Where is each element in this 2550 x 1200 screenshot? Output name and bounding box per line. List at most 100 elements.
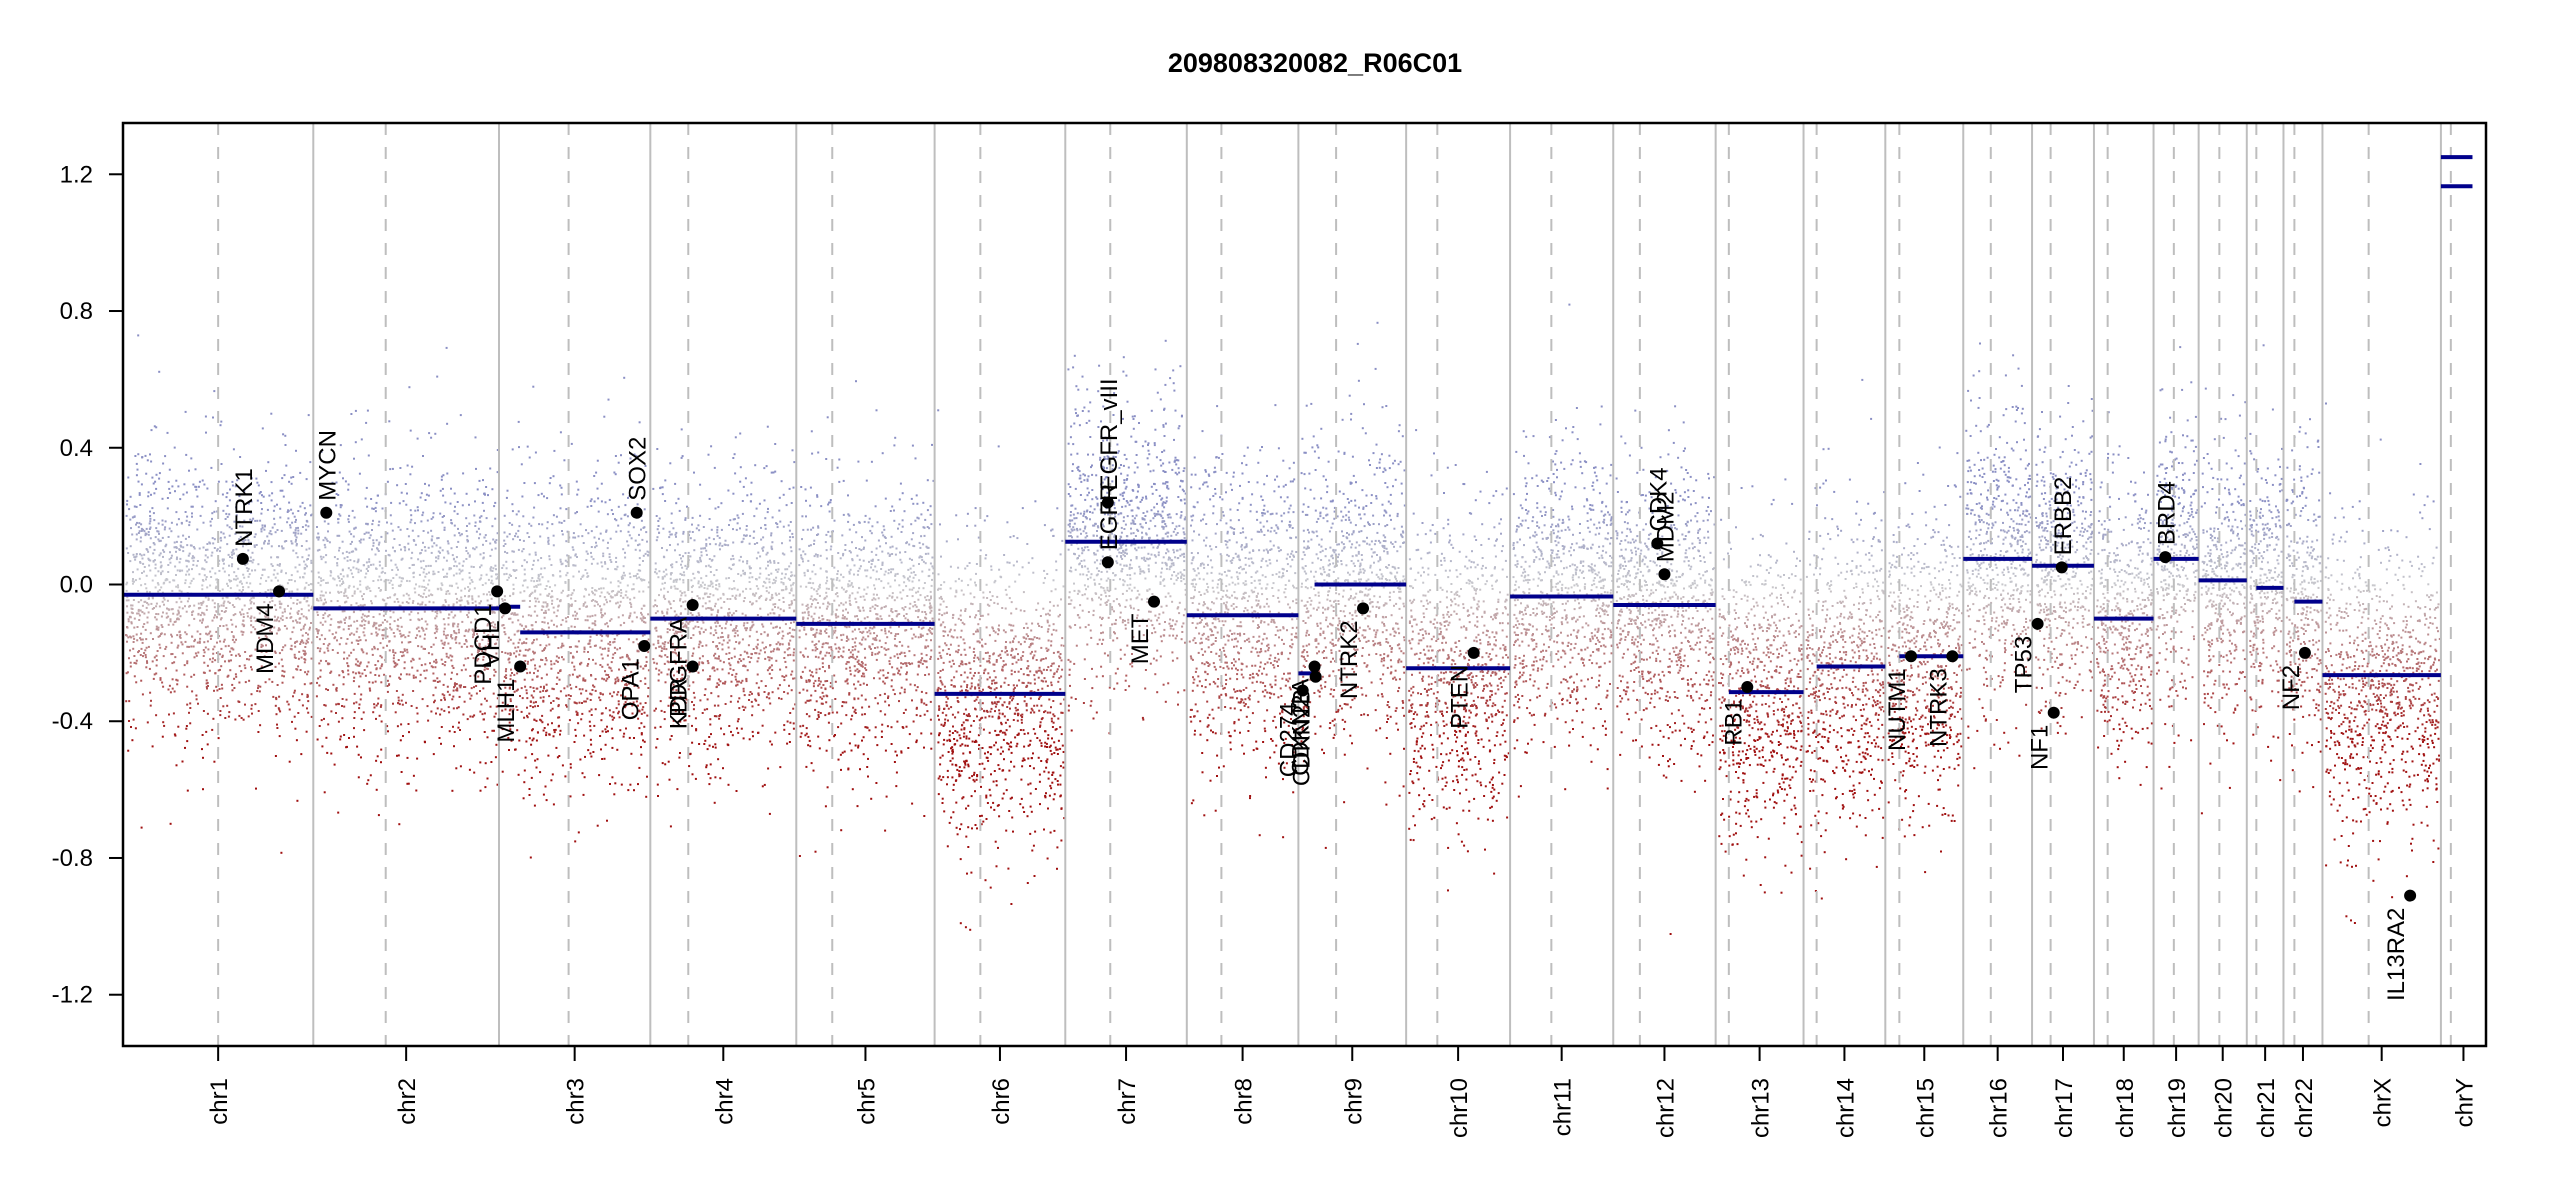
- probe-point: [222, 602, 225, 605]
- probe-point: [346, 575, 349, 578]
- probe-point: [775, 576, 778, 579]
- probe-point: [523, 641, 525, 644]
- probe-point: [660, 636, 663, 639]
- probe-point: [236, 554, 239, 557]
- probe-point: [234, 532, 237, 535]
- probe-point: [461, 578, 464, 581]
- probe-point: [504, 686, 507, 689]
- probe-point: [748, 661, 751, 664]
- probe-point: [705, 549, 708, 552]
- probe-point: [370, 600, 373, 603]
- probe-point: [626, 540, 629, 543]
- probe-point: [278, 564, 281, 567]
- probe-point: [395, 573, 398, 576]
- probe-point: [410, 514, 413, 517]
- probe-point: [779, 626, 781, 629]
- probe-point: [456, 689, 459, 692]
- probe-point: [628, 534, 631, 537]
- probe-point: [328, 629, 331, 632]
- probe-point: [632, 663, 635, 666]
- probe-point: [421, 627, 424, 630]
- probe-point: [790, 502, 793, 504]
- probe-point: [466, 718, 469, 721]
- probe-point: [399, 585, 402, 588]
- probe-point: [386, 597, 389, 599]
- probe-point: [430, 551, 433, 554]
- probe-point: [362, 631, 365, 634]
- probe-point: [771, 596, 774, 599]
- probe-point: [770, 545, 773, 548]
- probe-point: [335, 703, 338, 706]
- probe-point: [700, 577, 703, 580]
- probe-point: [596, 562, 599, 565]
- probe-point: [567, 594, 570, 597]
- probe-point: [335, 481, 338, 484]
- probe-point: [635, 664, 638, 667]
- probe-point: [698, 663, 701, 666]
- probe-point: [778, 496, 781, 499]
- probe-point: [156, 530, 159, 533]
- probe-point: [732, 518, 735, 521]
- probe-point: [278, 628, 281, 631]
- probe-point: [678, 578, 681, 581]
- probe-point: [253, 602, 255, 605]
- probe-point: [483, 731, 486, 733]
- probe-point: [602, 552, 605, 555]
- probe-point: [759, 567, 762, 570]
- probe-point: [478, 650, 480, 652]
- probe-point: [260, 665, 263, 668]
- probe-point: [433, 572, 436, 575]
- probe-point: [335, 504, 338, 507]
- probe-point: [188, 469, 190, 472]
- probe-point: [292, 476, 295, 478]
- probe-point: [531, 591, 534, 594]
- probe-point: [583, 776, 586, 779]
- probe-point: [783, 553, 786, 556]
- probe-point: [672, 579, 675, 582]
- probe-point: [125, 634, 127, 636]
- probe-point: [157, 628, 160, 631]
- probe-point: [494, 517, 497, 520]
- probe-point: [581, 575, 584, 578]
- probe-point: [506, 652, 509, 655]
- probe-point: [692, 627, 695, 630]
- probe-point: [479, 566, 481, 569]
- probe-point: [221, 597, 224, 600]
- probe-point: [647, 651, 650, 654]
- probe-point: [701, 655, 704, 658]
- probe-point: [763, 647, 766, 650]
- probe-point: [600, 482, 603, 485]
- probe-point: [405, 503, 408, 506]
- probe-point: [599, 699, 602, 702]
- probe-point: [353, 633, 356, 636]
- probe-point: [201, 621, 203, 624]
- probe-point: [394, 711, 397, 714]
- probe-point: [225, 480, 228, 483]
- probe-point: [237, 653, 240, 656]
- probe-point: [743, 664, 745, 667]
- probe-point: [174, 565, 177, 568]
- probe-point: [330, 752, 333, 755]
- probe-point: [256, 481, 259, 484]
- probe-point: [169, 561, 172, 564]
- probe-point: [226, 704, 229, 707]
- probe-point: [566, 685, 569, 688]
- probe-point: [600, 591, 603, 594]
- probe-point: [184, 582, 187, 585]
- probe-point: [409, 618, 412, 621]
- probe-point: [792, 582, 795, 584]
- probe-point: [132, 553, 135, 556]
- probe-point: [511, 621, 514, 624]
- probe-point: [378, 628, 381, 631]
- probe-point: [290, 508, 293, 511]
- probe-point: [539, 583, 542, 586]
- probe-point: [409, 521, 412, 524]
- probe-point: [307, 558, 309, 560]
- probe-point: [462, 472, 465, 475]
- probe-point: [193, 656, 196, 659]
- probe-point: [692, 691, 695, 694]
- probe-point: [371, 507, 374, 510]
- probe-point: [569, 763, 572, 766]
- probe-point: [400, 580, 403, 583]
- probe-point: [324, 591, 327, 594]
